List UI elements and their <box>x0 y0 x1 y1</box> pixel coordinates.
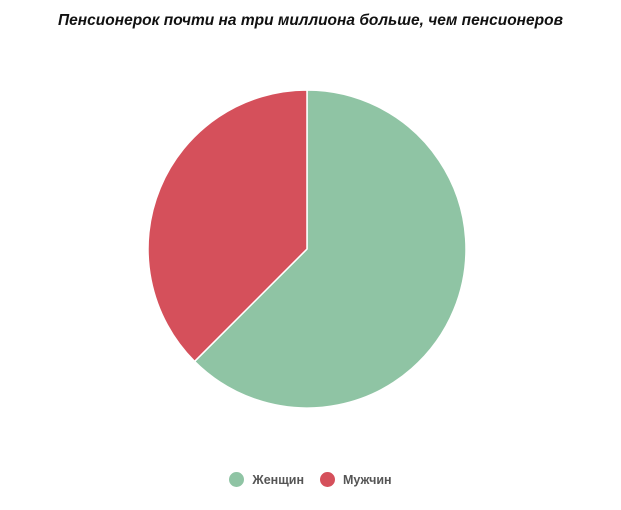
pie-slice-men[interactable] <box>147 89 308 363</box>
legend-swatch-women <box>229 472 245 487</box>
legend-label-men: Мужчин <box>343 472 392 487</box>
pie-slice-women[interactable] <box>193 89 467 409</box>
chart-title: Пенсионерок почти на три миллиона больше… <box>58 12 563 29</box>
legend-item-men[interactable]: Мужчин <box>320 472 392 487</box>
legend-label-women: Женщин <box>252 472 305 487</box>
legend-item-women[interactable]: Женщин <box>229 472 304 487</box>
legend-swatch-men <box>320 472 336 487</box>
legend: Женщин Мужчин <box>0 472 621 487</box>
